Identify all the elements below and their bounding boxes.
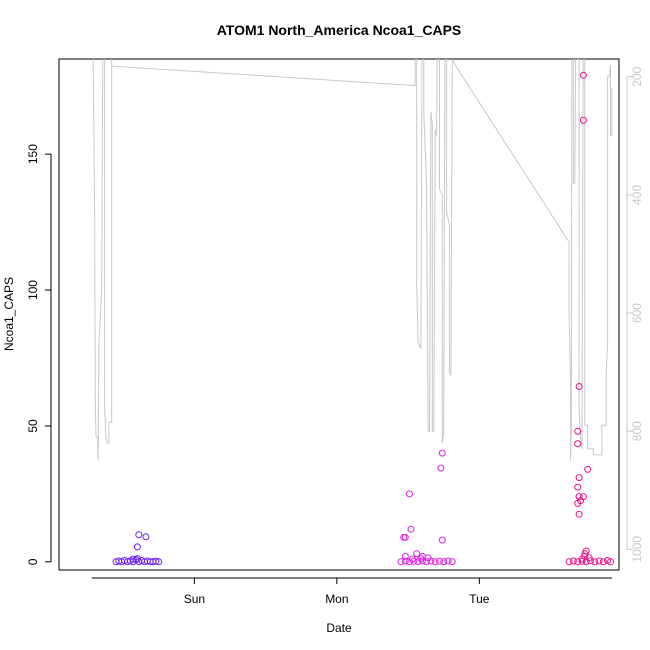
data-point: [574, 427, 582, 435]
data-point: [133, 555, 141, 563]
data-point: [575, 510, 583, 518]
data-point: [133, 543, 141, 551]
right-tick-label: 1000: [630, 536, 644, 563]
data-point: [569, 557, 577, 565]
trace-layer: [92, 59, 613, 461]
data-point: [135, 531, 143, 539]
data-point: [423, 558, 431, 566]
y-tick-label: 150: [26, 144, 40, 164]
data-point: [585, 554, 593, 562]
data-point: [584, 465, 592, 473]
right-tick-label: 200: [630, 66, 644, 86]
data-point: [401, 557, 409, 565]
data-point: [438, 536, 446, 544]
data-point: [579, 493, 587, 501]
data-point: [437, 464, 445, 472]
data-point: [418, 552, 426, 560]
data-point: [407, 525, 415, 533]
data-point: [579, 116, 587, 124]
y-tick-label: 0: [26, 558, 40, 565]
right-axis: 200 400 600 800 1000: [626, 66, 644, 563]
data-point: [397, 558, 405, 566]
x-tick-label: Sun: [184, 592, 205, 606]
plot-frame: [58, 58, 620, 571]
data-point: [607, 558, 614, 566]
data-point: [413, 550, 421, 558]
data-point: [581, 550, 589, 558]
data-point: [575, 474, 583, 482]
data-point: [440, 558, 448, 566]
data-point: [591, 558, 599, 566]
data-point: [436, 557, 443, 565]
data-point: [565, 558, 573, 566]
x-axis-label: Date: [326, 621, 352, 635]
data-point: [575, 493, 583, 501]
data-point: [575, 383, 583, 390]
x-tick-label: Mon: [325, 592, 348, 606]
data-point: [406, 490, 413, 498]
right-tick-label: 800: [630, 421, 644, 441]
right-tick-label: 600: [630, 303, 644, 323]
y-axis: 0 50 100 150: [26, 144, 52, 565]
data-point: [129, 555, 137, 563]
x-axis: Sun Mon Tue: [91, 577, 612, 606]
data-point: [142, 533, 150, 541]
data-point: [152, 557, 160, 565]
right-tick-label: 400: [630, 185, 644, 205]
data-point: [438, 449, 446, 457]
data-point: [401, 533, 409, 541]
data-point: [408, 555, 416, 563]
x-tick-label: Tue: [469, 592, 490, 606]
data-point: [595, 557, 603, 565]
y-tick-label: 50: [26, 419, 40, 433]
data-point: [431, 558, 439, 566]
data-point: [574, 483, 582, 491]
trace-line: [92, 59, 613, 461]
data-point: [574, 440, 582, 448]
points-layer: [112, 71, 614, 566]
data-point: [574, 499, 582, 507]
y-axis-label: Ncoa1_CAPS: [2, 277, 16, 351]
data-point: [444, 557, 452, 565]
chart-title: ATOM1 North_America Ncoa1_CAPS: [217, 22, 462, 38]
data-point: [401, 552, 409, 560]
data-point: [579, 71, 587, 79]
data-point: [155, 558, 163, 566]
data-point: [448, 558, 456, 566]
data-point: [599, 558, 607, 566]
y-tick-label: 100: [26, 280, 40, 300]
